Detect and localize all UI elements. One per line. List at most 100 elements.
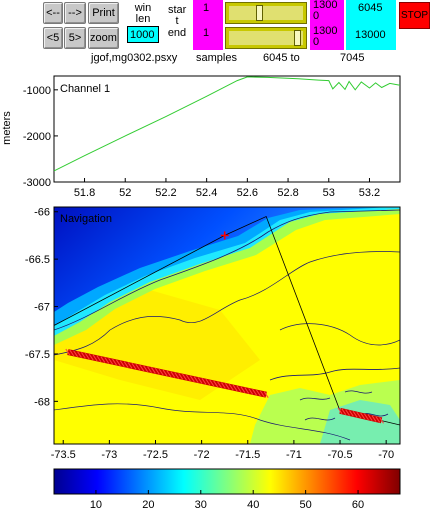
start-index-field[interactable]: 1 xyxy=(193,0,223,26)
track-fix-mark xyxy=(108,357,114,365)
track-fix-mark xyxy=(371,415,377,422)
window-length-input[interactable] xyxy=(127,26,159,43)
next-button[interactable]: --> xyxy=(64,2,86,24)
track-fix-mark xyxy=(162,369,168,377)
track-fix-mark xyxy=(364,413,369,421)
nav-ytick-label: -67 xyxy=(34,302,50,314)
track-fix-mark xyxy=(150,367,156,374)
channel-series-line xyxy=(53,76,401,172)
track-fix-mark xyxy=(174,372,180,379)
track-fix-mark xyxy=(375,416,381,423)
channel-xtick-label: 52 xyxy=(119,187,131,199)
navigation-map-frame xyxy=(53,206,401,445)
track-fix-mark xyxy=(92,354,98,362)
track-fix-mark xyxy=(205,378,211,386)
start-max-value: 1300 0 xyxy=(313,0,338,22)
track-fix-mark xyxy=(197,377,203,384)
track-fix-mark xyxy=(189,375,195,383)
track-fix-mark xyxy=(77,351,82,358)
track-fix-mark xyxy=(178,373,184,380)
track-fix-mark xyxy=(158,368,164,376)
nav-xtick-label: -70 xyxy=(378,449,394,461)
track-fix-mark xyxy=(259,390,265,398)
navigation-map: Navigation -73.5 -73 -72.5 -72 -71.5 -71 -70.5… xyxy=(25,206,401,461)
end-label: end xyxy=(167,26,187,39)
fwd5-button[interactable]: 5> xyxy=(64,27,86,49)
track-fix-mark xyxy=(100,356,106,363)
track-fix-mark xyxy=(170,371,176,378)
track-fix-mark xyxy=(356,411,362,419)
channel-ytick-label: -2000 xyxy=(23,131,51,143)
track-fix-mark xyxy=(112,358,117,366)
end-max-field: 1300 0 xyxy=(310,26,344,50)
end-max-value: 1300 0 xyxy=(313,25,338,48)
nav-xtick-label: -73.5 xyxy=(51,449,76,461)
end-slider-trough xyxy=(229,31,303,45)
channel-plot: Channel 1 meters 51.8 52 52.2 52.4 52.6 52.8 5… xyxy=(1,75,401,199)
track-fix-mark xyxy=(96,355,102,363)
start-slider[interactable] xyxy=(225,2,307,24)
channel-xtick-label: 52.6 xyxy=(237,187,258,199)
track-fix-mark xyxy=(240,386,246,393)
track-fix-mark xyxy=(166,370,172,378)
track-fix-mark xyxy=(84,352,90,360)
prev-button[interactable]: <-- xyxy=(43,2,63,24)
nav-ytick-label: -67.5 xyxy=(25,349,50,361)
next-button-label: --> xyxy=(68,7,82,19)
track-fix-mark xyxy=(341,408,347,415)
channel-xtick-label: 53.2 xyxy=(359,187,380,199)
channel-xtick-label: 51.8 xyxy=(74,187,95,199)
track-fix-mark xyxy=(337,407,343,415)
back5-button[interactable]: <5 xyxy=(43,27,63,49)
track-fix-mark xyxy=(367,414,373,421)
track-fix-mark xyxy=(201,378,207,385)
channel-xtick-label: 52.2 xyxy=(155,187,176,199)
filename-text: jgof,mg0302.psxy xyxy=(91,52,178,64)
end-index-field[interactable]: 1 xyxy=(193,26,223,50)
track-fix-mark xyxy=(127,362,133,369)
track-fix-mark xyxy=(221,382,226,389)
channel-xtick-label: 53 xyxy=(323,187,335,199)
start-slider-trough xyxy=(229,6,303,20)
map-contour-5 xyxy=(269,367,400,381)
sample-range-field[interactable]: 6045 13000 xyxy=(346,0,396,50)
track-fix-mark xyxy=(228,383,234,391)
track-fix-mark xyxy=(213,380,219,388)
ship-position-marker xyxy=(220,231,229,240)
nav-ytick-label: -66 xyxy=(34,207,50,219)
channel-plot-frame xyxy=(53,75,401,183)
track-fix-mark xyxy=(182,373,187,381)
track-fix-mark xyxy=(115,359,121,367)
channel-plot-title: Channel 1 xyxy=(60,83,110,95)
stop-button[interactable]: STOP xyxy=(399,2,430,29)
nav-xtick-label: -72 xyxy=(194,449,210,461)
start-slider-thumb[interactable] xyxy=(255,5,263,21)
track-fix-mark xyxy=(193,376,199,383)
samples-label: samples xyxy=(196,52,237,64)
zoom-button[interactable]: zoom xyxy=(88,27,119,49)
sample-to-text: 7045 xyxy=(340,52,365,64)
colorbar-tick-label: 20 xyxy=(142,499,154,511)
track-fix-mark xyxy=(252,388,257,396)
start-sample-value: 6045 xyxy=(358,2,383,14)
end-slider[interactable] xyxy=(225,27,307,49)
track-fix-mark xyxy=(244,387,250,394)
nav-xtick-label: -71 xyxy=(286,449,302,461)
end-sample-value: 13000 xyxy=(355,29,386,41)
track-fix-mark xyxy=(256,389,261,397)
colorbar: 10 20 30 40 50 60 xyxy=(53,468,401,511)
track-fix-mark xyxy=(248,388,254,395)
map-contour-4 xyxy=(279,323,400,346)
track-segment xyxy=(67,349,267,398)
print-button[interactable]: Print xyxy=(88,2,119,24)
end-slider-thumb[interactable] xyxy=(293,30,301,46)
track-fix-mark xyxy=(348,410,354,417)
nav-xtick-label: -70.5 xyxy=(327,449,352,461)
channel-plot-ylabel: meters xyxy=(1,111,13,145)
track-fix-mark xyxy=(143,365,149,373)
track-fix-mark xyxy=(123,361,129,368)
zoom-button-label: zoom xyxy=(90,32,117,44)
sample-from-text: 6045 to xyxy=(263,52,300,64)
nav-xtick-label: -71.5 xyxy=(235,449,260,461)
track-fix-mark xyxy=(345,409,350,416)
